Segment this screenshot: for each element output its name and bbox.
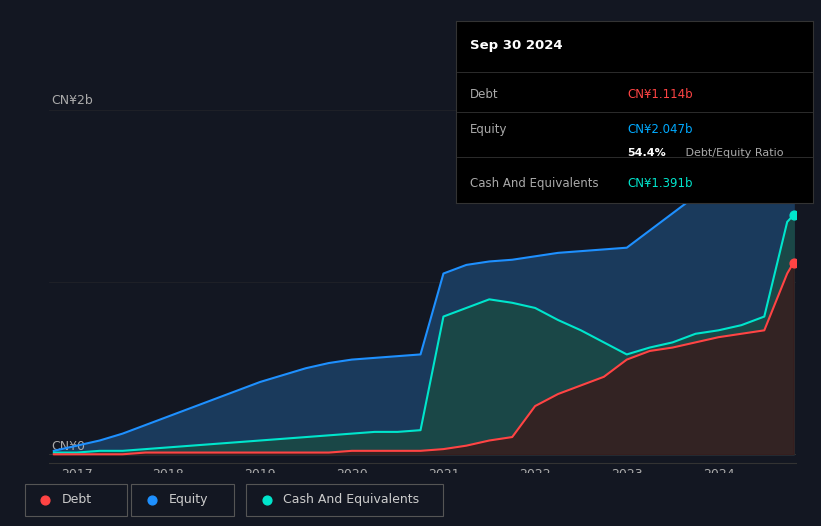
Text: Equity: Equity: [470, 123, 507, 136]
Text: Cash And Equivalents: Cash And Equivalents: [470, 177, 599, 190]
Point: [787, 211, 800, 219]
Point: [787, 97, 800, 106]
FancyBboxPatch shape: [131, 484, 234, 516]
Text: Equity: Equity: [168, 493, 208, 506]
FancyBboxPatch shape: [25, 484, 127, 516]
Text: CN¥1.114b: CN¥1.114b: [627, 88, 693, 101]
Text: CN¥2b: CN¥2b: [51, 94, 93, 107]
Point: [260, 495, 273, 504]
Text: Debt: Debt: [470, 88, 498, 101]
Point: [39, 495, 52, 504]
Text: 54.4%: 54.4%: [627, 148, 666, 158]
FancyBboxPatch shape: [246, 484, 443, 516]
Text: CN¥0: CN¥0: [51, 440, 85, 452]
Text: Sep 30 2024: Sep 30 2024: [470, 39, 562, 52]
Text: Debt/Equity Ratio: Debt/Equity Ratio: [682, 148, 784, 158]
Text: CN¥1.391b: CN¥1.391b: [627, 177, 693, 190]
Text: Debt: Debt: [62, 493, 92, 506]
Point: [145, 495, 158, 504]
Text: Cash And Equivalents: Cash And Equivalents: [283, 493, 420, 506]
Point: [787, 258, 800, 267]
Text: CN¥2.047b: CN¥2.047b: [627, 123, 693, 136]
